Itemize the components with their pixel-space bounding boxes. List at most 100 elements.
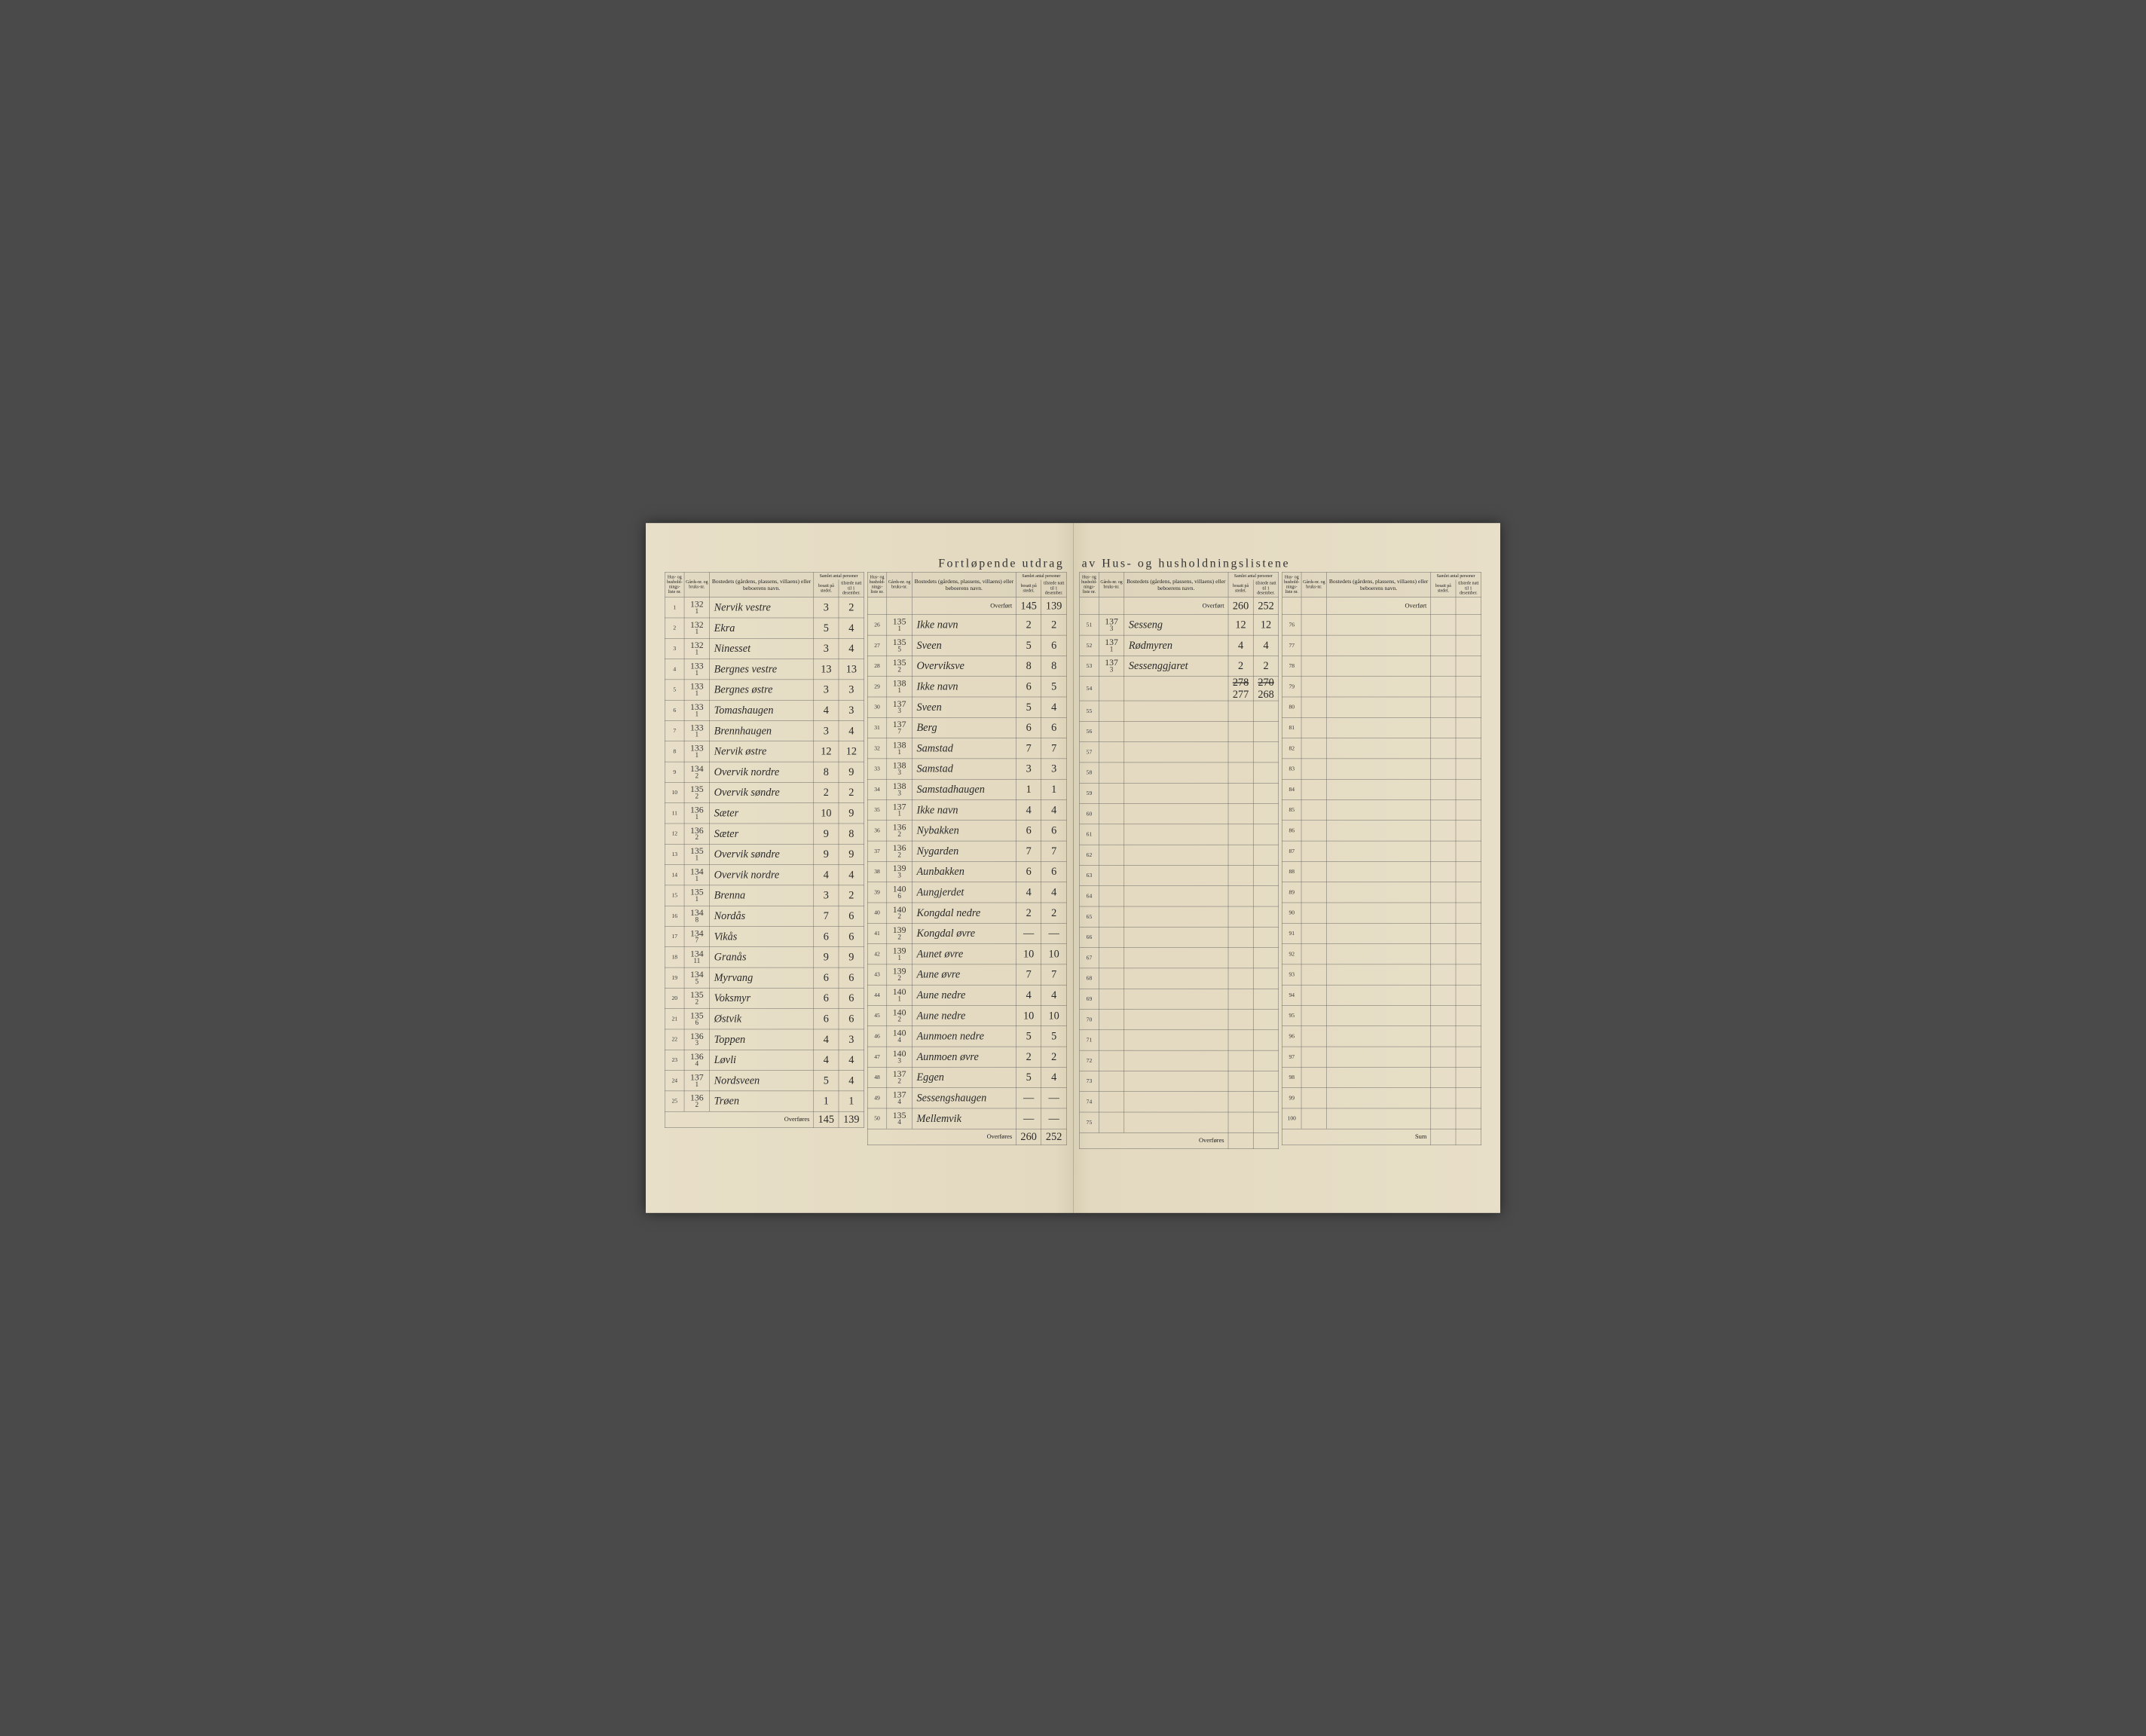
- gard-nr: 1406: [887, 882, 912, 903]
- tilstede-count: 4: [1041, 882, 1067, 903]
- tilstede-count: [1456, 697, 1481, 717]
- tilstede-count: [1253, 721, 1279, 741]
- bosatt-count: 4: [814, 1029, 839, 1050]
- gard-nr: [1099, 865, 1123, 885]
- tilstede-count: 9: [839, 762, 864, 782]
- tilstede-count: [1456, 738, 1481, 758]
- h-gard-nr: Gårds-nr. og bruks-nr.: [684, 573, 709, 598]
- table-row: 9 1342 Overvik nordre 8 9: [665, 762, 864, 782]
- bosted-name: [1124, 906, 1228, 927]
- gard-nr: 1383: [887, 759, 912, 779]
- gard-nr: [1301, 1088, 1326, 1108]
- bosted-name: Nybakken: [912, 821, 1016, 841]
- tilstede-count: [1456, 821, 1481, 841]
- footer-c2: 139: [839, 1111, 864, 1127]
- gard-nr: 1374: [887, 1088, 912, 1108]
- tilstede-count: 4: [1041, 1067, 1067, 1087]
- header-3: Hus- og hushold-nings-liste nr. Gårds-nr…: [1080, 573, 1279, 598]
- table-row: 8 1331 Nervik østre 12 12: [665, 741, 864, 762]
- bosted-name: [1124, 1030, 1228, 1050]
- table-row: 73: [1080, 1071, 1279, 1091]
- row-index: 73: [1080, 1071, 1099, 1091]
- table-row: 94: [1282, 985, 1481, 1005]
- gard-nr: [1301, 861, 1326, 882]
- tilstede-count: [1253, 947, 1279, 967]
- table-row: 84: [1282, 779, 1481, 799]
- row-index: 23: [665, 1050, 684, 1070]
- table-row: 88: [1282, 861, 1481, 882]
- bosted-name: Ninesset: [710, 638, 814, 659]
- gard-nr: 1362: [887, 841, 912, 861]
- row-index: 12: [665, 824, 684, 844]
- gard-nr: 1401: [887, 985, 912, 1005]
- table-row: 10 1352 Overvik søndre 2 2: [665, 782, 864, 802]
- gard-nr: [1301, 697, 1326, 717]
- gard-nr: 1402: [887, 1005, 912, 1025]
- table-row: 35 1371 Ikke navn 4 4: [867, 799, 1066, 820]
- footer-c1: 260: [1016, 1129, 1041, 1145]
- tilstede-count: [1456, 964, 1481, 985]
- bosted-name: Eggen: [912, 1067, 1016, 1087]
- bosatt-count: 8: [1016, 656, 1041, 676]
- h-tilstede: tilstede natt til 1 desember.: [839, 580, 864, 598]
- tilstede-count: [1253, 741, 1279, 762]
- h-antal: Samlet antal personer: [1016, 573, 1066, 580]
- overfort-row-2: Overført 145 139: [867, 598, 1066, 615]
- total-c2: 270268: [1253, 677, 1279, 701]
- gard-nr: [1301, 964, 1326, 985]
- table-row: 18 13411 Granås 9 9: [665, 947, 864, 967]
- row-index: 49: [867, 1088, 887, 1108]
- h-bosatt: bosatt på stedet.: [1431, 580, 1456, 598]
- table-row: 12 1362 Sæter 9 8: [665, 824, 864, 844]
- row-index: 87: [1282, 841, 1301, 861]
- bosatt-count: 7: [1016, 841, 1041, 861]
- gard-nr: [1099, 1112, 1123, 1132]
- bosatt-count: 4: [1016, 985, 1041, 1005]
- tbody-2: Overført 145 139 26 1351 Ikke navn 2 2 2…: [867, 598, 1066, 1129]
- bosted-name: [1124, 1009, 1228, 1029]
- table-row: 46 1404 Aunmoen nedre 5 5: [867, 1026, 1066, 1047]
- bosatt-count: —: [1016, 1108, 1041, 1129]
- row-index: 86: [1282, 821, 1301, 841]
- row-index: 95: [1282, 1005, 1301, 1025]
- table-row: 39 1406 Aungjerdet 4 4: [867, 882, 1066, 903]
- table-row: 75: [1080, 1112, 1279, 1132]
- overfort-c1: 145: [1016, 598, 1041, 615]
- tilstede-count: 4: [839, 1070, 864, 1090]
- bosatt-count: 5: [1016, 1026, 1041, 1047]
- tilstede-count: 3: [839, 1029, 864, 1050]
- tilstede-count: 6: [839, 988, 864, 1008]
- bosted-name: Brennhaugen: [710, 720, 814, 741]
- table-row: 71: [1080, 1030, 1279, 1050]
- tilstede-count: [1456, 1088, 1481, 1108]
- tilstede-count: 1: [839, 1091, 864, 1111]
- bosted-name: Nordås: [710, 906, 814, 926]
- overfort-c1: 260: [1228, 598, 1253, 615]
- bosatt-count: [1431, 1067, 1456, 1087]
- h-tilstede: tilstede natt til 1 desember.: [1456, 580, 1481, 598]
- table-row: 56: [1080, 721, 1279, 741]
- row-index: 32: [867, 738, 887, 758]
- bosted-name: Brenna: [710, 885, 814, 906]
- tilstede-count: 2: [1041, 1047, 1067, 1067]
- bosted-name: [1124, 1092, 1228, 1112]
- bosted-name: [1327, 821, 1431, 841]
- row-index: 80: [1282, 697, 1301, 717]
- table-row: 43 1392 Aune øvre 7 7: [867, 964, 1066, 985]
- tilstede-count: [1253, 906, 1279, 927]
- bosatt-count: 6: [1016, 861, 1041, 882]
- h-bosatt: bosatt på stedet.: [1016, 580, 1041, 598]
- bosatt-count: [1228, 906, 1253, 927]
- panel-4: Hus- og hushold-nings-liste nr. Gårds-nr…: [1282, 572, 1481, 1145]
- gard-nr: 1331: [684, 659, 709, 679]
- row-index: 41: [867, 923, 887, 943]
- row-index: 91: [1282, 923, 1301, 943]
- bosted-name: Nervik vestre: [710, 598, 814, 618]
- bosatt-count: [1228, 1050, 1253, 1071]
- gard-nr: 1371: [684, 1070, 709, 1090]
- gard-nr: [1099, 1071, 1123, 1091]
- bosted-name: Nervik østre: [710, 741, 814, 762]
- tilstede-count: 6: [1041, 635, 1067, 656]
- table-row: 58: [1080, 763, 1279, 783]
- bosted-name: Ekra: [710, 618, 814, 638]
